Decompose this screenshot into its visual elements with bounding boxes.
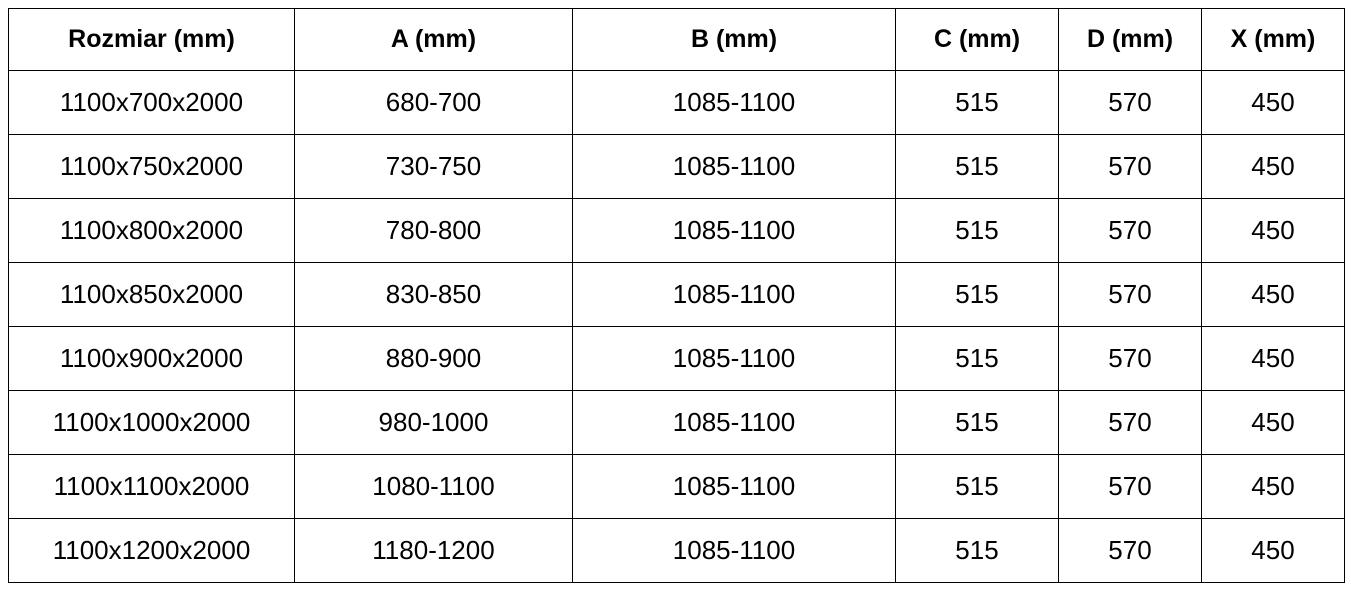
column-header-a: A (mm) <box>294 8 573 71</box>
cell-size: 1100x1100x2000 <box>8 454 295 519</box>
cell-x: 450 <box>1201 518 1345 583</box>
cell-d: 570 <box>1058 70 1202 135</box>
cell-d: 570 <box>1058 262 1202 327</box>
table-row: 1100x1200x2000 1180-1200 1085-1100 515 570 45… <box>8 518 1345 583</box>
table-row: 1100x900x2000 880-900 1085-1100 515 570 450 <box>8 326 1345 391</box>
cell-size: 1100x800x2000 <box>8 198 295 263</box>
cell-c: 515 <box>895 326 1059 391</box>
cell-d: 570 <box>1058 390 1202 455</box>
cell-c: 515 <box>895 390 1059 455</box>
cell-size: 1100x700x2000 <box>8 70 295 135</box>
cell-a: 780-800 <box>294 198 573 263</box>
cell-d: 570 <box>1058 198 1202 263</box>
cell-a: 1080-1100 <box>294 454 573 519</box>
table-row: 1100x1100x2000 1080-1100 1085-1100 515 570 45… <box>8 454 1345 519</box>
cell-c: 515 <box>895 454 1059 519</box>
cell-x: 450 <box>1201 326 1345 391</box>
cell-b: 1085-1100 <box>572 70 896 135</box>
cell-b: 1085-1100 <box>572 518 896 583</box>
cell-size: 1100x1000x2000 <box>8 390 295 455</box>
cell-b: 1085-1100 <box>572 454 896 519</box>
cell-size: 1100x900x2000 <box>8 326 295 391</box>
cell-a: 1180-1200 <box>294 518 573 583</box>
cell-a: 830-850 <box>294 262 573 327</box>
column-header-d: D (mm) <box>1058 8 1202 71</box>
column-header-c: C (mm) <box>895 8 1059 71</box>
column-header-size: Rozmiar (mm) <box>8 8 295 71</box>
cell-c: 515 <box>895 70 1059 135</box>
dimensions-table: Rozmiar (mm) A (mm) B (mm) C (mm) D (mm) X (m… <box>8 8 1345 583</box>
cell-x: 450 <box>1201 390 1345 455</box>
cell-x: 450 <box>1201 70 1345 135</box>
table-row: 1100x800x2000 780-800 1085-1100 515 570 450 <box>8 198 1345 263</box>
cell-b: 1085-1100 <box>572 262 896 327</box>
cell-size: 1100x750x2000 <box>8 134 295 199</box>
cell-c: 515 <box>895 134 1059 199</box>
column-header-x: X (mm) <box>1201 8 1345 71</box>
cell-a: 730-750 <box>294 134 573 199</box>
cell-c: 515 <box>895 198 1059 263</box>
table-row: 1100x1000x2000 980-1000 1085-1100 515 570 450 <box>8 390 1345 455</box>
cell-d: 570 <box>1058 454 1202 519</box>
cell-x: 450 <box>1201 262 1345 327</box>
cell-d: 570 <box>1058 134 1202 199</box>
header-row: Rozmiar (mm) A (mm) B (mm) C (mm) D (mm) X (m… <box>8 8 1345 71</box>
table-row: 1100x750x2000 730-750 1085-1100 515 570 450 <box>8 134 1345 199</box>
cell-b: 1085-1100 <box>572 326 896 391</box>
cell-size: 1100x1200x2000 <box>8 518 295 583</box>
cell-x: 450 <box>1201 198 1345 263</box>
cell-size: 1100x850x2000 <box>8 262 295 327</box>
cell-c: 515 <box>895 262 1059 327</box>
cell-d: 570 <box>1058 518 1202 583</box>
table-row: 1100x850x2000 830-850 1085-1100 515 570 450 <box>8 262 1345 327</box>
cell-a: 680-700 <box>294 70 573 135</box>
cell-a: 880-900 <box>294 326 573 391</box>
cell-c: 515 <box>895 518 1059 583</box>
column-header-b: B (mm) <box>572 8 896 71</box>
cell-d: 570 <box>1058 326 1202 391</box>
cell-a: 980-1000 <box>294 390 573 455</box>
cell-x: 450 <box>1201 454 1345 519</box>
table-row: 1100x700x2000 680-700 1085-1100 515 570 450 <box>8 70 1345 135</box>
cell-b: 1085-1100 <box>572 134 896 199</box>
cell-b: 1085-1100 <box>572 390 896 455</box>
cell-x: 450 <box>1201 134 1345 199</box>
cell-b: 1085-1100 <box>572 198 896 263</box>
